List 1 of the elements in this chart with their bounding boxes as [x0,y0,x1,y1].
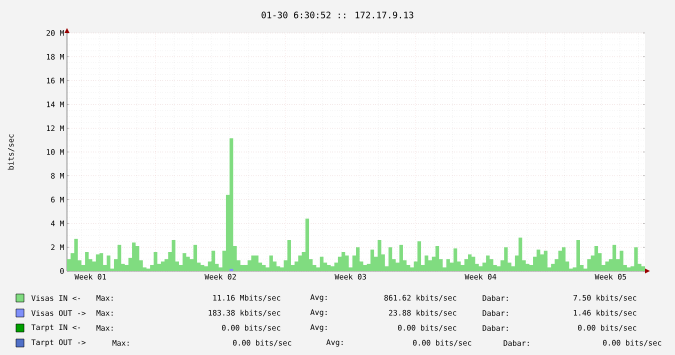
chart-title: 01-30 6:30:52 :: 172.17.9.13 [262,12,414,18]
